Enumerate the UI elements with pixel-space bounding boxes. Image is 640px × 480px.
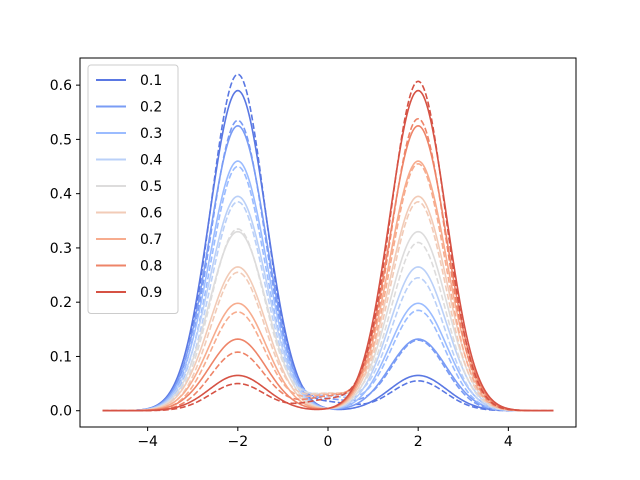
y-tick-label: 0.5 (50, 132, 72, 148)
legend-label: 0.4 (140, 153, 162, 169)
y-tick-label: 0.0 (50, 404, 72, 420)
series-7-dashed-line (102, 117, 554, 412)
legend-label: 0.2 (140, 100, 162, 116)
y-tick-label: 0.2 (50, 295, 72, 311)
legend-label: 0.6 (140, 206, 162, 222)
y-tick-label: 0.3 (50, 241, 72, 257)
series-6-dashed-line (102, 162, 554, 412)
x-tick-label: 0 (324, 434, 333, 450)
series-8-dashed-line (102, 80, 554, 412)
x-tick-label: 2 (414, 434, 423, 450)
series-lines (102, 73, 554, 412)
y-tick-label: 0.4 (50, 187, 72, 203)
y-tick-label: 0.1 (50, 349, 72, 365)
legend-label: 0.7 (140, 232, 162, 248)
legend: 0.1 0.2 0.3 0.4 0.5 0.6 0.7 0.8 0.9 (87, 64, 179, 314)
series-8-solid-line (102, 89, 554, 412)
x-tick-label: −4 (137, 434, 158, 450)
legend-label: 0.8 (140, 259, 162, 275)
legend-label: 0.3 (140, 126, 162, 142)
legend-label: 0.9 (140, 285, 162, 301)
x-tick-label: 4 (504, 434, 513, 450)
x-tick-label: −2 (227, 434, 248, 450)
legend-label: 0.5 (140, 179, 162, 195)
legend-box (87, 64, 179, 314)
y-tick-label: 0.6 (50, 78, 72, 94)
axis-ticks: −4 −2 0 2 4 0.0 0.1 0.2 0.3 0.4 0.5 0.6 (50, 78, 513, 450)
legend-label: 0.1 (140, 73, 162, 89)
